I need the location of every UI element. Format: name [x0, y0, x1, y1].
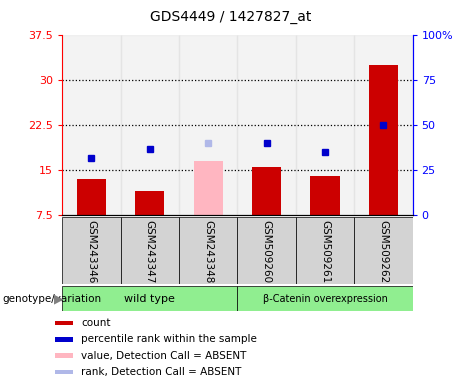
- Bar: [62, 35, 121, 215]
- Bar: [237, 286, 413, 311]
- Bar: [55, 370, 73, 374]
- Bar: [179, 217, 237, 284]
- Text: GDS4449 / 1427827_at: GDS4449 / 1427827_at: [150, 10, 311, 23]
- Text: ▶: ▶: [54, 292, 64, 305]
- Bar: [296, 217, 354, 284]
- Bar: [369, 65, 398, 215]
- Text: value, Detection Call = ABSENT: value, Detection Call = ABSENT: [82, 351, 247, 361]
- Bar: [237, 217, 296, 284]
- Bar: [296, 35, 354, 215]
- Text: GSM509260: GSM509260: [261, 220, 272, 283]
- Text: count: count: [82, 318, 111, 328]
- Text: GSM509261: GSM509261: [320, 220, 330, 283]
- Text: genotype/variation: genotype/variation: [2, 293, 101, 304]
- Bar: [354, 35, 413, 215]
- Bar: [310, 176, 340, 215]
- Bar: [252, 167, 281, 215]
- Bar: [194, 161, 223, 215]
- Bar: [62, 286, 237, 311]
- Text: GSM243347: GSM243347: [145, 220, 155, 284]
- Bar: [55, 321, 73, 325]
- Text: GSM509262: GSM509262: [378, 220, 389, 283]
- Bar: [121, 35, 179, 215]
- Text: GSM243348: GSM243348: [203, 220, 213, 284]
- Text: percentile rank within the sample: percentile rank within the sample: [82, 334, 257, 344]
- Bar: [135, 191, 165, 215]
- Text: rank, Detection Call = ABSENT: rank, Detection Call = ABSENT: [82, 367, 242, 377]
- Bar: [237, 35, 296, 215]
- Bar: [179, 35, 237, 215]
- Text: wild type: wild type: [124, 293, 175, 304]
- Text: β-Catenin overexpression: β-Catenin overexpression: [263, 293, 387, 304]
- Bar: [354, 217, 413, 284]
- Text: GSM243346: GSM243346: [86, 220, 96, 284]
- Bar: [77, 179, 106, 215]
- Bar: [121, 217, 179, 284]
- Bar: [62, 217, 121, 284]
- Bar: [55, 353, 73, 358]
- Bar: [55, 337, 73, 342]
